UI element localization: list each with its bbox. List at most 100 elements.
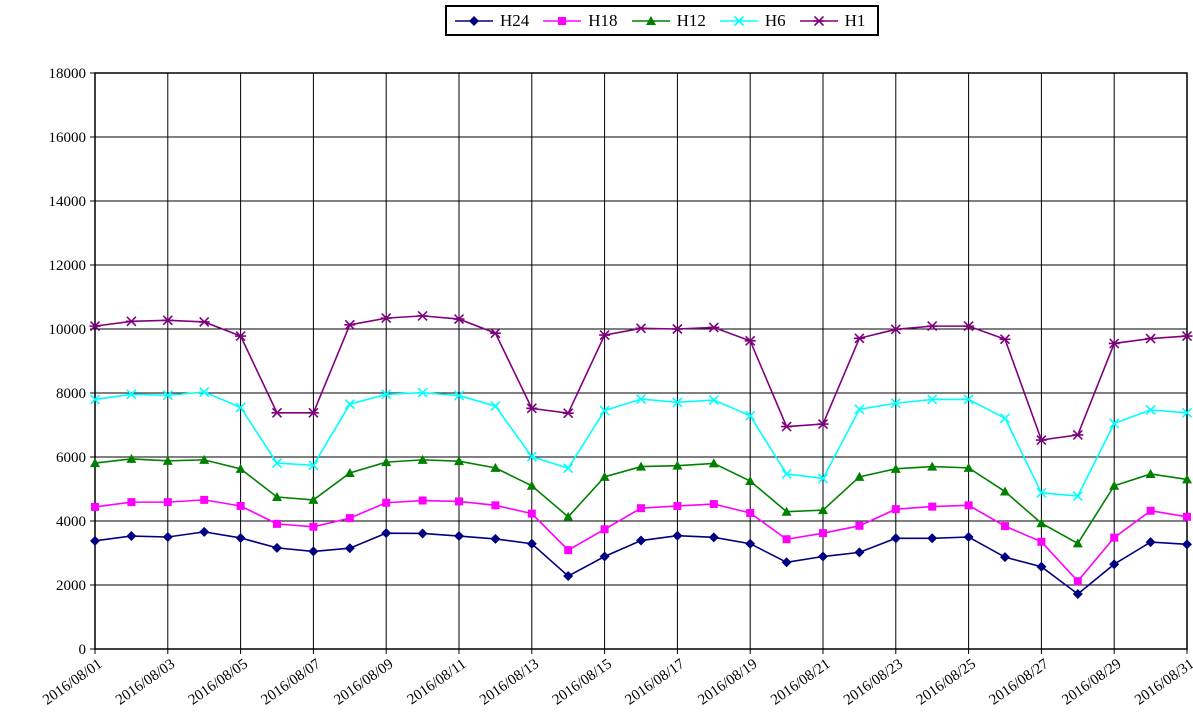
marker-triangle	[1072, 538, 1083, 548]
marker-x	[89, 394, 101, 405]
marker-diamond	[1109, 559, 1120, 570]
marker-star	[235, 330, 247, 342]
marker-diamond	[1182, 539, 1192, 550]
marker-diamond	[963, 532, 974, 542]
legend-marker-star-icon	[799, 15, 838, 26]
chart-legend: H24 H18 H12 H6 H1	[445, 5, 880, 36]
legend-label: H1	[844, 11, 866, 30]
marker-star	[853, 333, 865, 344]
marker-triangle	[162, 455, 173, 465]
marker-triangle	[417, 454, 428, 464]
marker-x	[781, 468, 792, 480]
legend-marker-square-icon	[543, 16, 582, 25]
marker-square	[673, 501, 682, 510]
x-tick-label: 2016/08/15	[550, 656, 615, 708]
marker-diamond	[490, 533, 501, 544]
marker-square	[236, 501, 245, 510]
marker-square	[345, 514, 354, 523]
marker-square	[709, 500, 718, 509]
marker-x	[854, 404, 865, 415]
marker-star	[671, 323, 683, 335]
x-tick-label: 2016/08/05	[186, 656, 251, 708]
marker-square	[819, 529, 827, 538]
marker-x	[890, 398, 901, 409]
series-line-H1	[94, 315, 1188, 441]
series-line-H6	[94, 391, 1188, 497]
marker-x	[599, 405, 610, 416]
marker-x	[563, 463, 574, 474]
marker-square	[418, 496, 427, 505]
marker-x	[235, 402, 246, 413]
marker-triangle	[1036, 518, 1047, 528]
marker-diamond	[235, 532, 246, 543]
legend-item-H12: H12	[631, 11, 706, 30]
marker-x	[490, 401, 501, 412]
marker-x	[999, 413, 1011, 424]
x-tick-label: 2016/08/07	[259, 656, 325, 709]
marker-star	[198, 316, 210, 328]
marker-star	[526, 403, 538, 414]
marker-square	[491, 501, 500, 510]
marker-star	[708, 322, 720, 333]
marker-x	[708, 394, 719, 406]
marker-star	[926, 321, 938, 332]
marker-triangle	[1182, 474, 1192, 484]
legend-item-H18: H18	[543, 12, 618, 29]
marker-diamond	[745, 538, 756, 549]
marker-diamond	[818, 551, 828, 562]
marker-diamond	[672, 530, 683, 541]
marker-square	[782, 535, 791, 544]
marker-x	[963, 394, 974, 405]
marker-diamond	[126, 531, 137, 542]
x-tick-label: 2016/08/01	[40, 656, 105, 708]
marker-square	[1073, 577, 1082, 586]
marker-triangle	[199, 454, 210, 464]
legend-marker-x-icon	[719, 15, 758, 26]
marker-x	[526, 451, 537, 462]
marker-x	[817, 473, 829, 484]
y-tick-label: 14000	[49, 194, 87, 210]
marker-triangle	[1145, 468, 1156, 478]
marker-diamond	[890, 533, 901, 544]
marker-star	[1072, 429, 1084, 440]
plot-border	[94, 72, 1188, 650]
legend-marker-diamond-icon	[455, 15, 493, 26]
y-tick-label: 0	[79, 642, 87, 658]
x-tick-label: 2016/08/21	[768, 656, 833, 708]
marker-triangle	[235, 463, 246, 473]
x-tick-label: 2016/08/25	[914, 656, 979, 708]
marker-square	[163, 498, 172, 507]
marker-triangle	[454, 456, 464, 466]
marker-x	[1145, 404, 1156, 416]
marker-triangle	[344, 468, 355, 477]
marker-triangle	[963, 462, 974, 472]
marker-x	[672, 397, 683, 408]
marker-x	[344, 399, 355, 410]
y-tick-label: 6000	[56, 450, 86, 466]
marker-diamond	[417, 528, 428, 539]
marker-triangle	[272, 492, 282, 501]
marker-star	[781, 421, 793, 432]
x-tick-label: 2016/08/09	[331, 656, 396, 708]
legend-marker-triangle-icon	[631, 15, 670, 25]
x-tick-label: 2016/08/19	[695, 656, 760, 708]
marker-x	[1109, 418, 1120, 429]
marker-diamond	[854, 547, 865, 558]
x-tick-label: 2016/08/17	[623, 656, 689, 709]
marker-diamond	[599, 551, 610, 562]
marker-triangle	[781, 506, 792, 516]
marker-triangle	[1109, 480, 1120, 490]
x-tick-label: 2016/08/11	[405, 656, 470, 708]
marker-triangle	[381, 457, 392, 467]
marker-triangle	[490, 462, 501, 472]
marker-triangle	[1000, 486, 1010, 496]
marker-triangle	[126, 453, 137, 463]
marker-square	[964, 501, 973, 510]
marker-star	[271, 407, 283, 418]
marker-triangle	[645, 15, 656, 25]
legend-label: H12	[676, 11, 706, 30]
marker-x	[733, 15, 744, 26]
marker-star	[744, 335, 756, 346]
legend-label: H6	[764, 11, 786, 30]
x-tick-label: 2016/08/13	[477, 656, 542, 708]
